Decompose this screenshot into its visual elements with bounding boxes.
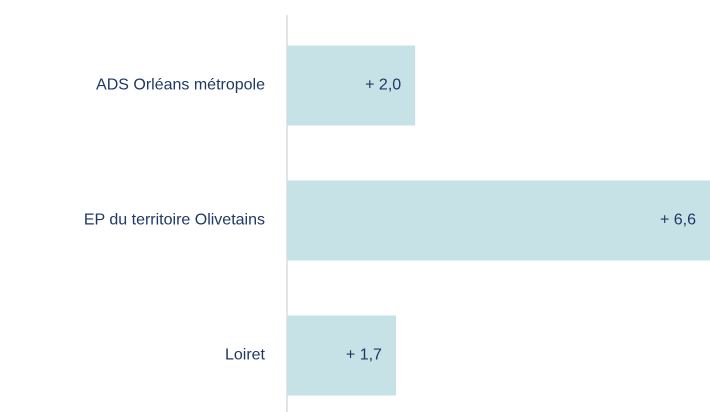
data-label: + 6,6: [660, 212, 696, 229]
bar: [287, 315, 396, 396]
category-label: ADS Orléans métropole: [96, 77, 265, 94]
data-label: + 2,0: [365, 77, 401, 94]
category-label: EP du territoire Olivetains: [84, 212, 265, 229]
data-label: + 1,7: [346, 347, 382, 364]
bar: [287, 45, 416, 126]
bar: [287, 180, 710, 261]
category-label: Loiret: [225, 347, 266, 364]
